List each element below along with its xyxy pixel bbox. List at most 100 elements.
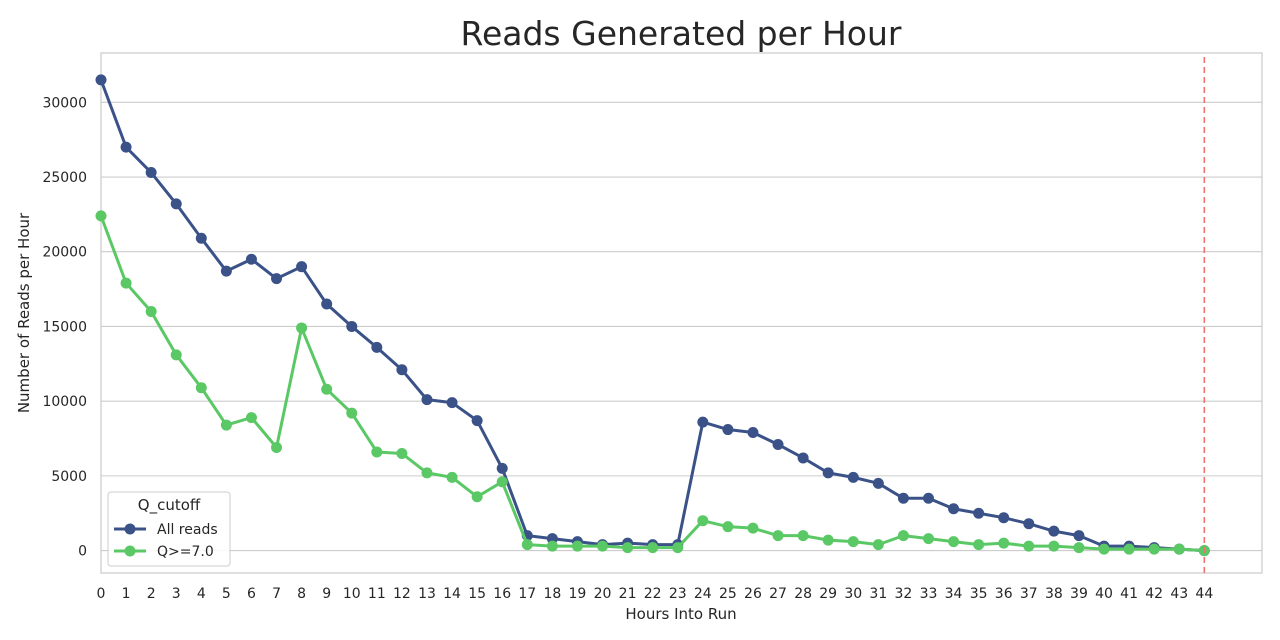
data-point (1023, 540, 1035, 552)
x-tick-label: 31 (869, 586, 887, 602)
data-point (496, 462, 508, 474)
x-tick-label: 9 (322, 586, 331, 602)
data-point (421, 467, 433, 479)
x-tick-label: 26 (744, 586, 762, 602)
data-point (847, 471, 859, 483)
data-point (1173, 543, 1185, 555)
data-point (1073, 542, 1085, 554)
data-point (922, 492, 934, 504)
legend-marker (124, 545, 136, 557)
legend-title: Q_cutoff (138, 496, 201, 515)
data-point (998, 537, 1010, 549)
data-point (321, 383, 333, 395)
data-point (822, 534, 834, 546)
data-point (672, 542, 684, 554)
data-point (421, 394, 433, 406)
data-point (797, 452, 809, 464)
data-point (772, 438, 784, 450)
data-point (1048, 525, 1060, 537)
data-point (973, 507, 985, 519)
x-tick-label: 29 (819, 586, 837, 602)
x-tick-label: 8 (297, 586, 306, 602)
data-point (772, 530, 784, 542)
x-tick-label: 36 (995, 586, 1013, 602)
data-point (1048, 540, 1060, 552)
data-point (446, 397, 458, 409)
data-point (872, 539, 884, 551)
x-tick-label: 44 (1195, 586, 1213, 602)
x-tick-label: 19 (569, 586, 587, 602)
x-tick-label: 24 (694, 586, 712, 602)
data-point (346, 320, 358, 332)
data-point (170, 198, 182, 210)
x-tick-label: 21 (619, 586, 637, 602)
x-tick-label: 3 (172, 586, 181, 602)
data-point (245, 412, 257, 424)
y-tick-label: 0 (78, 544, 87, 560)
data-point (597, 540, 609, 552)
x-tick-label: 11 (368, 586, 386, 602)
x-tick-label: 14 (443, 586, 461, 602)
data-point (346, 407, 358, 419)
data-point (396, 447, 408, 459)
chart-title: Reads Generated per Hour (461, 14, 902, 53)
data-point (371, 446, 383, 458)
data-point (220, 265, 232, 277)
data-point (697, 515, 709, 527)
data-point (95, 210, 107, 222)
x-tick-label: 5 (222, 586, 231, 602)
x-tick-label: 22 (644, 586, 662, 602)
data-point (948, 503, 960, 515)
x-tick-label: 17 (518, 586, 536, 602)
data-point (95, 74, 107, 86)
data-point (647, 542, 659, 554)
legend-label: All reads (157, 522, 218, 538)
legend-label: Q>=7.0 (157, 544, 214, 560)
data-point (471, 491, 483, 503)
x-tick-label: 2 (147, 586, 156, 602)
data-point (521, 539, 533, 551)
x-tick-label: 16 (493, 586, 511, 602)
x-tick-label: 41 (1120, 586, 1138, 602)
data-point (897, 530, 909, 542)
y-tick-label: 15000 (42, 319, 87, 335)
y-tick-label: 5000 (51, 469, 87, 485)
y-tick-labels: 0 5000 10000 15000 20000 25000 30000 (42, 95, 87, 559)
series-q-cutoff (95, 210, 1210, 557)
x-tick-label: 6 (247, 586, 256, 602)
data-point (120, 277, 132, 289)
x-tick-label: 10 (343, 586, 361, 602)
x-axis-title: Hours Into Run (625, 605, 736, 623)
plot-frame (100, 52, 1263, 574)
x-tick-label: 20 (594, 586, 612, 602)
data-point (872, 477, 884, 489)
x-tick-label: 18 (543, 586, 561, 602)
x-tick-label: 35 (970, 586, 988, 602)
x-tick-label: 33 (920, 586, 938, 602)
data-point (1123, 543, 1135, 555)
data-point (1148, 543, 1160, 555)
x-tick-label: 4 (197, 586, 206, 602)
data-point (571, 540, 583, 552)
data-point (271, 441, 283, 453)
data-point (622, 542, 634, 554)
y-axis-title: Number of Reads per Hour (15, 212, 33, 413)
data-point (220, 419, 232, 431)
x-tick-label: 7 (272, 586, 281, 602)
data-point (822, 467, 834, 479)
data-point (546, 540, 558, 552)
data-point (120, 141, 132, 153)
x-tick-label: 27 (769, 586, 787, 602)
data-point (321, 298, 333, 310)
x-tick-label: 12 (393, 586, 411, 602)
legend-box (107, 491, 231, 567)
series-layer (95, 74, 1210, 557)
data-point (1023, 518, 1035, 530)
grid-layer (101, 101, 1262, 552)
data-point (722, 521, 734, 533)
data-point (847, 536, 859, 548)
x-tick-label: 30 (844, 586, 862, 602)
data-point (948, 536, 960, 548)
data-point (296, 261, 308, 273)
